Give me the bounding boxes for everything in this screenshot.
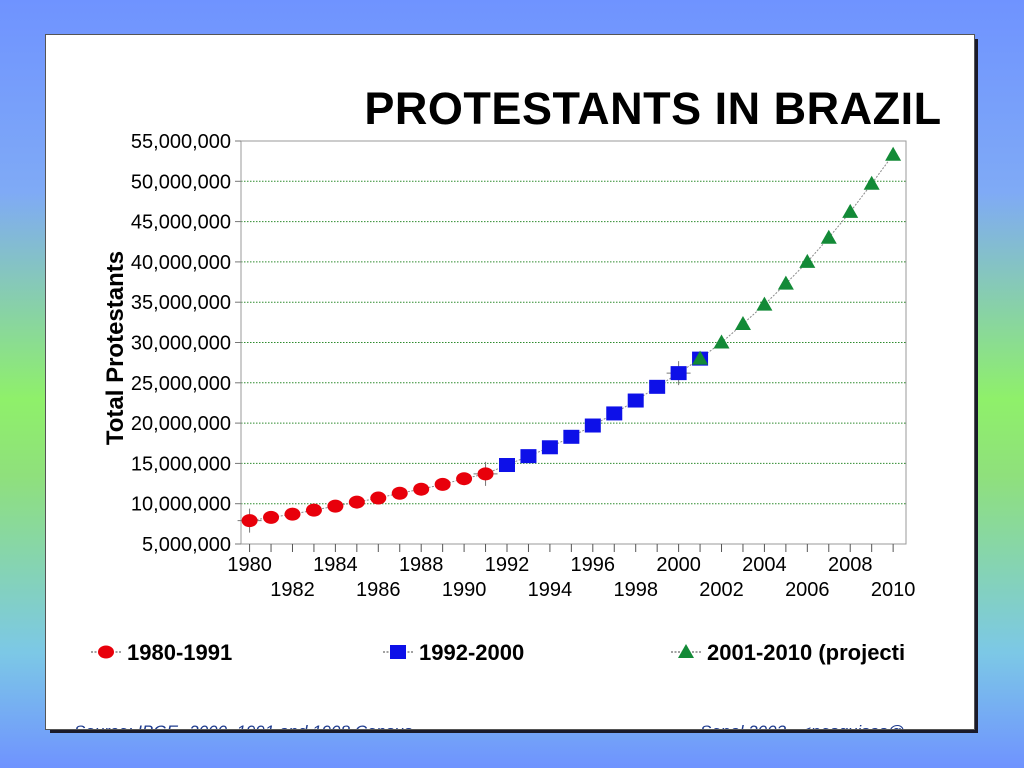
data-point: [327, 499, 344, 513]
data-point: [863, 175, 880, 190]
y-tick-label: 50,000,000: [131, 171, 231, 193]
data-point: [370, 491, 387, 505]
x-tick-label: 1990: [442, 579, 487, 601]
x-tick-label: 1992: [485, 554, 530, 576]
data-point: [584, 418, 601, 433]
y-tick-label: 35,000,000: [131, 292, 231, 314]
x-tick-label: 1996: [571, 554, 616, 576]
data-point: [477, 467, 494, 481]
x-tick-label: 1986: [356, 579, 401, 601]
x-tick-label: 1998: [613, 579, 658, 601]
data-point: [305, 503, 322, 517]
legend-label: 1992-2000: [419, 640, 524, 665]
data-point: [520, 449, 537, 464]
slide-card: PROTESTANTS IN BRAZIL 5,000,000 10,000,00…: [45, 34, 975, 730]
data-point: [499, 458, 515, 473]
y-tick-label: 20,000,000: [131, 413, 231, 435]
chart-svg: 5,000,000 10,000,000 15,000,000 20,000,000 2…: [91, 131, 915, 665]
legend-label: 1980-1991: [127, 640, 232, 665]
x-tick-label: 2000: [656, 554, 701, 576]
y-axis-label: Total Protestants: [102, 251, 129, 445]
data-point: [263, 510, 280, 524]
data-point: [348, 495, 365, 509]
data-point: [606, 406, 623, 421]
data-point: [842, 203, 859, 218]
lines-layer: [237, 154, 894, 533]
grid-layer: [241, 180, 906, 505]
data-point: [799, 253, 816, 268]
credit-note: Sepal 2003 - <pesquisas@: [700, 722, 905, 729]
data-point: [563, 429, 580, 444]
data-point: [241, 514, 258, 528]
data-point: [456, 472, 473, 486]
ticks-layer: 5,000,000 10,000,000 15,000,000 20,000,000 2…: [131, 131, 915, 601]
data-point: [413, 482, 430, 496]
x-tick-label: 2008: [828, 554, 873, 576]
data-point: [885, 146, 902, 161]
data-point: [627, 393, 644, 408]
x-tick-label: 1982: [270, 579, 315, 601]
legend-marker: [678, 644, 694, 658]
data-point: [713, 334, 730, 349]
y-tick-label: 5,000,000: [142, 534, 231, 556]
x-tick-label: 2002: [699, 579, 744, 601]
x-tick-label: 1980: [227, 554, 271, 576]
data-point: [391, 486, 408, 500]
y-tick-label: 30,000,000: [131, 333, 231, 355]
chart-title: PROTESTANTS IN BRAZIL: [364, 83, 942, 134]
y-tick-label: 15,000,000: [131, 453, 231, 475]
data-point: [692, 350, 709, 365]
x-tick-label: 1984: [313, 554, 358, 576]
x-tick-label: 2010: [871, 579, 916, 601]
data-point: [434, 477, 451, 491]
y-tick-label: 25,000,000: [131, 373, 231, 395]
data-point: [734, 315, 751, 330]
source-note: Source: IBGE--2000, 1991 and 1908 Census: [74, 722, 412, 729]
data-point: [820, 229, 837, 244]
legend-marker: [390, 645, 406, 659]
data-point: [670, 366, 687, 381]
data-point: [284, 507, 301, 521]
data-point: [777, 275, 794, 290]
y-tick-label: 45,000,000: [131, 212, 231, 234]
legend-marker: [98, 645, 114, 659]
y-tick-label: 55,000,000: [131, 131, 231, 153]
y-tick-label: 10,000,000: [131, 494, 231, 516]
legend-label: 2001-2010 (projecti: [707, 640, 905, 665]
trend-line: [249, 154, 894, 522]
x-tick-label: 2004: [742, 554, 787, 576]
data-point: [649, 379, 666, 394]
x-tick-label: 1988: [399, 554, 444, 576]
y-tick-label: 40,000,000: [131, 252, 231, 274]
data-point: [541, 440, 558, 455]
x-tick-label: 2006: [785, 579, 830, 601]
legend: 1980-1991 1992-2000 2001-2010 (projecti: [91, 640, 905, 665]
marks-layer: [241, 146, 902, 528]
data-point: [756, 296, 773, 311]
x-tick-label: 1994: [528, 579, 573, 601]
